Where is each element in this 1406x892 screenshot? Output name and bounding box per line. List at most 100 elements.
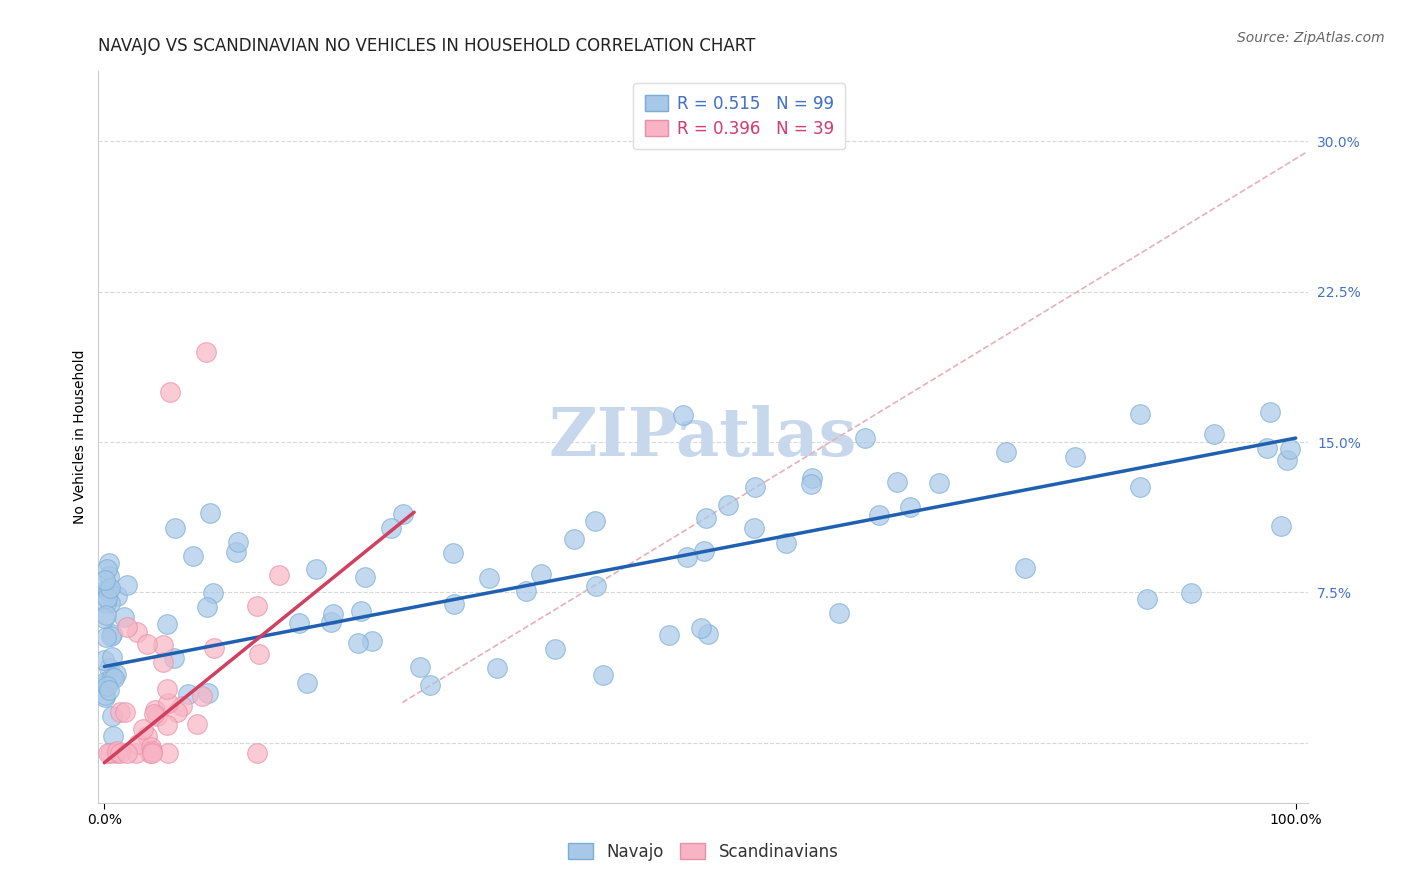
Point xyxy=(94,630,117,644)
Point xyxy=(295,676,318,690)
Point xyxy=(94,596,117,610)
Point xyxy=(136,729,159,743)
Point xyxy=(103,671,125,685)
Point xyxy=(155,617,177,632)
Point xyxy=(163,650,186,665)
Point xyxy=(96,582,118,597)
Point xyxy=(391,508,413,522)
Point xyxy=(1136,591,1159,606)
Point xyxy=(101,729,124,743)
Point xyxy=(742,521,765,535)
Point xyxy=(1064,450,1087,465)
Point xyxy=(194,345,217,359)
Point xyxy=(690,621,713,635)
Point xyxy=(96,675,118,690)
Point xyxy=(354,570,377,584)
Point xyxy=(202,586,225,600)
Point xyxy=(800,476,823,491)
Point xyxy=(247,648,270,662)
Point xyxy=(142,707,165,722)
Point xyxy=(96,562,118,576)
Point xyxy=(94,688,117,702)
Point xyxy=(157,696,180,710)
Point xyxy=(177,687,200,701)
Point xyxy=(108,705,131,719)
Point xyxy=(152,638,174,652)
Text: NAVAJO VS SCANDINAVIAN NO VEHICLES IN HOUSEHOLD CORRELATION CHART: NAVAJO VS SCANDINAVIAN NO VEHICLES IN HO… xyxy=(98,37,756,54)
Point xyxy=(562,532,585,546)
Point xyxy=(592,668,614,682)
Point xyxy=(97,584,120,599)
Point xyxy=(246,599,269,614)
Point xyxy=(186,717,208,731)
Point xyxy=(98,596,121,610)
Point xyxy=(868,508,890,523)
Point xyxy=(132,723,155,737)
Point xyxy=(100,746,122,760)
Point xyxy=(695,511,717,525)
Point xyxy=(115,578,138,592)
Point xyxy=(97,661,120,675)
Point xyxy=(127,737,149,751)
Point xyxy=(93,690,115,704)
Legend: R = 0.515   N = 99, R = 0.396   N = 39: R = 0.515 N = 99, R = 0.396 N = 39 xyxy=(633,83,845,149)
Point xyxy=(409,660,432,674)
Point xyxy=(94,573,117,587)
Point xyxy=(485,661,508,675)
Point xyxy=(139,740,162,755)
Point xyxy=(97,682,120,697)
Text: Source: ZipAtlas.com: Source: ZipAtlas.com xyxy=(1237,31,1385,45)
Point xyxy=(136,637,159,651)
Point xyxy=(347,636,370,650)
Point xyxy=(585,579,607,593)
Point xyxy=(697,627,720,641)
Point xyxy=(125,746,148,760)
Point xyxy=(198,506,221,520)
Point xyxy=(928,475,950,490)
Point xyxy=(114,705,136,719)
Point xyxy=(110,746,132,760)
Point xyxy=(246,746,269,760)
Point xyxy=(181,549,204,563)
Text: ZIPatlas: ZIPatlas xyxy=(548,405,858,469)
Point xyxy=(100,629,122,643)
Point xyxy=(583,514,606,528)
Point xyxy=(105,744,128,758)
Point xyxy=(166,705,188,719)
Point xyxy=(350,604,373,618)
Point xyxy=(898,500,921,515)
Point xyxy=(515,583,537,598)
Point xyxy=(96,746,118,760)
Point xyxy=(443,597,465,611)
Point xyxy=(115,746,138,760)
Point xyxy=(197,599,219,614)
Point xyxy=(101,627,124,641)
Point xyxy=(104,746,127,760)
Point xyxy=(1180,586,1202,600)
Point xyxy=(1014,560,1036,574)
Point xyxy=(98,581,121,595)
Point xyxy=(141,744,163,758)
Point xyxy=(1204,426,1226,441)
Point xyxy=(202,640,225,655)
Point xyxy=(141,746,163,760)
Point xyxy=(744,480,766,494)
Point xyxy=(1129,480,1152,494)
Point xyxy=(165,521,187,535)
Point xyxy=(1270,519,1292,533)
Point xyxy=(225,545,247,559)
Point xyxy=(226,534,249,549)
Point xyxy=(105,666,128,681)
Point xyxy=(157,746,180,760)
Point xyxy=(94,675,117,690)
Point xyxy=(658,627,681,641)
Point xyxy=(676,549,699,564)
Point xyxy=(98,569,121,583)
Point xyxy=(321,615,343,629)
Point xyxy=(127,624,149,639)
Point xyxy=(693,544,716,558)
Point xyxy=(717,498,740,512)
Point xyxy=(1256,441,1278,455)
Point xyxy=(100,649,122,664)
Point xyxy=(995,445,1018,459)
